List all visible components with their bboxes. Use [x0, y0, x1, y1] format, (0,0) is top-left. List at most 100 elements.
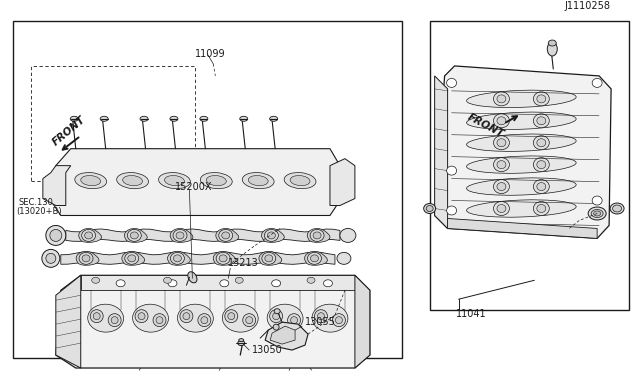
Ellipse shape [547, 42, 557, 56]
Ellipse shape [75, 173, 107, 189]
Ellipse shape [271, 280, 280, 287]
Polygon shape [170, 228, 193, 243]
Ellipse shape [188, 272, 197, 283]
Ellipse shape [287, 314, 301, 327]
Ellipse shape [493, 180, 509, 193]
Ellipse shape [243, 173, 274, 189]
Ellipse shape [267, 304, 303, 332]
Polygon shape [76, 251, 99, 265]
Ellipse shape [497, 161, 506, 169]
Ellipse shape [135, 310, 148, 323]
Ellipse shape [537, 161, 546, 169]
Ellipse shape [200, 116, 208, 121]
Polygon shape [435, 66, 611, 238]
Ellipse shape [116, 173, 148, 189]
Ellipse shape [497, 95, 506, 103]
Ellipse shape [50, 230, 62, 241]
Ellipse shape [108, 314, 121, 327]
Ellipse shape [426, 205, 433, 212]
Ellipse shape [90, 310, 103, 323]
Ellipse shape [310, 230, 324, 241]
Ellipse shape [132, 304, 168, 332]
Polygon shape [435, 76, 447, 228]
Ellipse shape [533, 202, 549, 215]
Ellipse shape [467, 200, 576, 217]
Ellipse shape [176, 232, 184, 239]
Ellipse shape [332, 314, 346, 327]
Polygon shape [66, 229, 340, 241]
Ellipse shape [265, 255, 273, 262]
Text: J1110258: J1110258 [564, 1, 611, 11]
Bar [429, 21, 629, 310]
Ellipse shape [337, 252, 351, 264]
Text: 15200X: 15200X [175, 182, 213, 192]
Ellipse shape [128, 255, 136, 262]
Ellipse shape [180, 310, 193, 323]
Ellipse shape [273, 324, 279, 330]
Ellipse shape [140, 116, 148, 121]
Ellipse shape [424, 203, 436, 214]
Polygon shape [81, 275, 355, 290]
Ellipse shape [493, 158, 509, 171]
Ellipse shape [588, 207, 606, 220]
Ellipse shape [170, 116, 178, 121]
Ellipse shape [497, 139, 506, 147]
Ellipse shape [111, 317, 118, 324]
Ellipse shape [264, 230, 278, 241]
Ellipse shape [173, 255, 181, 262]
Polygon shape [262, 228, 284, 243]
Bar [13, 21, 402, 358]
Ellipse shape [497, 205, 506, 212]
Ellipse shape [447, 166, 456, 175]
Ellipse shape [81, 176, 100, 186]
Ellipse shape [163, 277, 172, 283]
Ellipse shape [269, 116, 278, 121]
Ellipse shape [340, 228, 356, 243]
Ellipse shape [467, 134, 576, 151]
Ellipse shape [221, 232, 230, 239]
Ellipse shape [159, 173, 190, 189]
Ellipse shape [548, 40, 556, 46]
Ellipse shape [84, 232, 93, 239]
Ellipse shape [100, 116, 108, 121]
Ellipse shape [70, 116, 78, 121]
Ellipse shape [284, 173, 316, 189]
Ellipse shape [274, 309, 280, 314]
Polygon shape [355, 275, 370, 368]
Polygon shape [56, 275, 81, 368]
Polygon shape [213, 251, 236, 265]
Ellipse shape [493, 114, 509, 128]
Ellipse shape [156, 317, 163, 324]
Ellipse shape [46, 225, 66, 246]
Ellipse shape [533, 158, 549, 171]
Ellipse shape [467, 90, 576, 108]
Ellipse shape [200, 173, 232, 189]
Ellipse shape [246, 317, 253, 324]
Ellipse shape [42, 249, 60, 267]
Ellipse shape [497, 117, 506, 125]
Ellipse shape [323, 280, 332, 287]
Ellipse shape [310, 255, 319, 262]
Ellipse shape [533, 180, 549, 193]
Ellipse shape [168, 280, 177, 287]
Ellipse shape [612, 205, 621, 212]
Ellipse shape [237, 341, 244, 346]
Text: 11099: 11099 [195, 49, 226, 59]
Polygon shape [307, 228, 330, 243]
Text: 11041: 11041 [456, 309, 486, 319]
Text: 13213: 13213 [228, 258, 259, 268]
Ellipse shape [219, 230, 233, 241]
Ellipse shape [222, 304, 258, 332]
Ellipse shape [497, 183, 506, 190]
Ellipse shape [493, 92, 509, 106]
Ellipse shape [594, 211, 600, 216]
Ellipse shape [88, 304, 124, 332]
Polygon shape [122, 251, 145, 265]
Ellipse shape [92, 277, 100, 283]
Ellipse shape [198, 314, 211, 327]
Ellipse shape [46, 253, 56, 263]
Ellipse shape [82, 255, 90, 262]
Ellipse shape [591, 209, 603, 218]
Ellipse shape [201, 317, 208, 324]
Ellipse shape [268, 232, 275, 239]
